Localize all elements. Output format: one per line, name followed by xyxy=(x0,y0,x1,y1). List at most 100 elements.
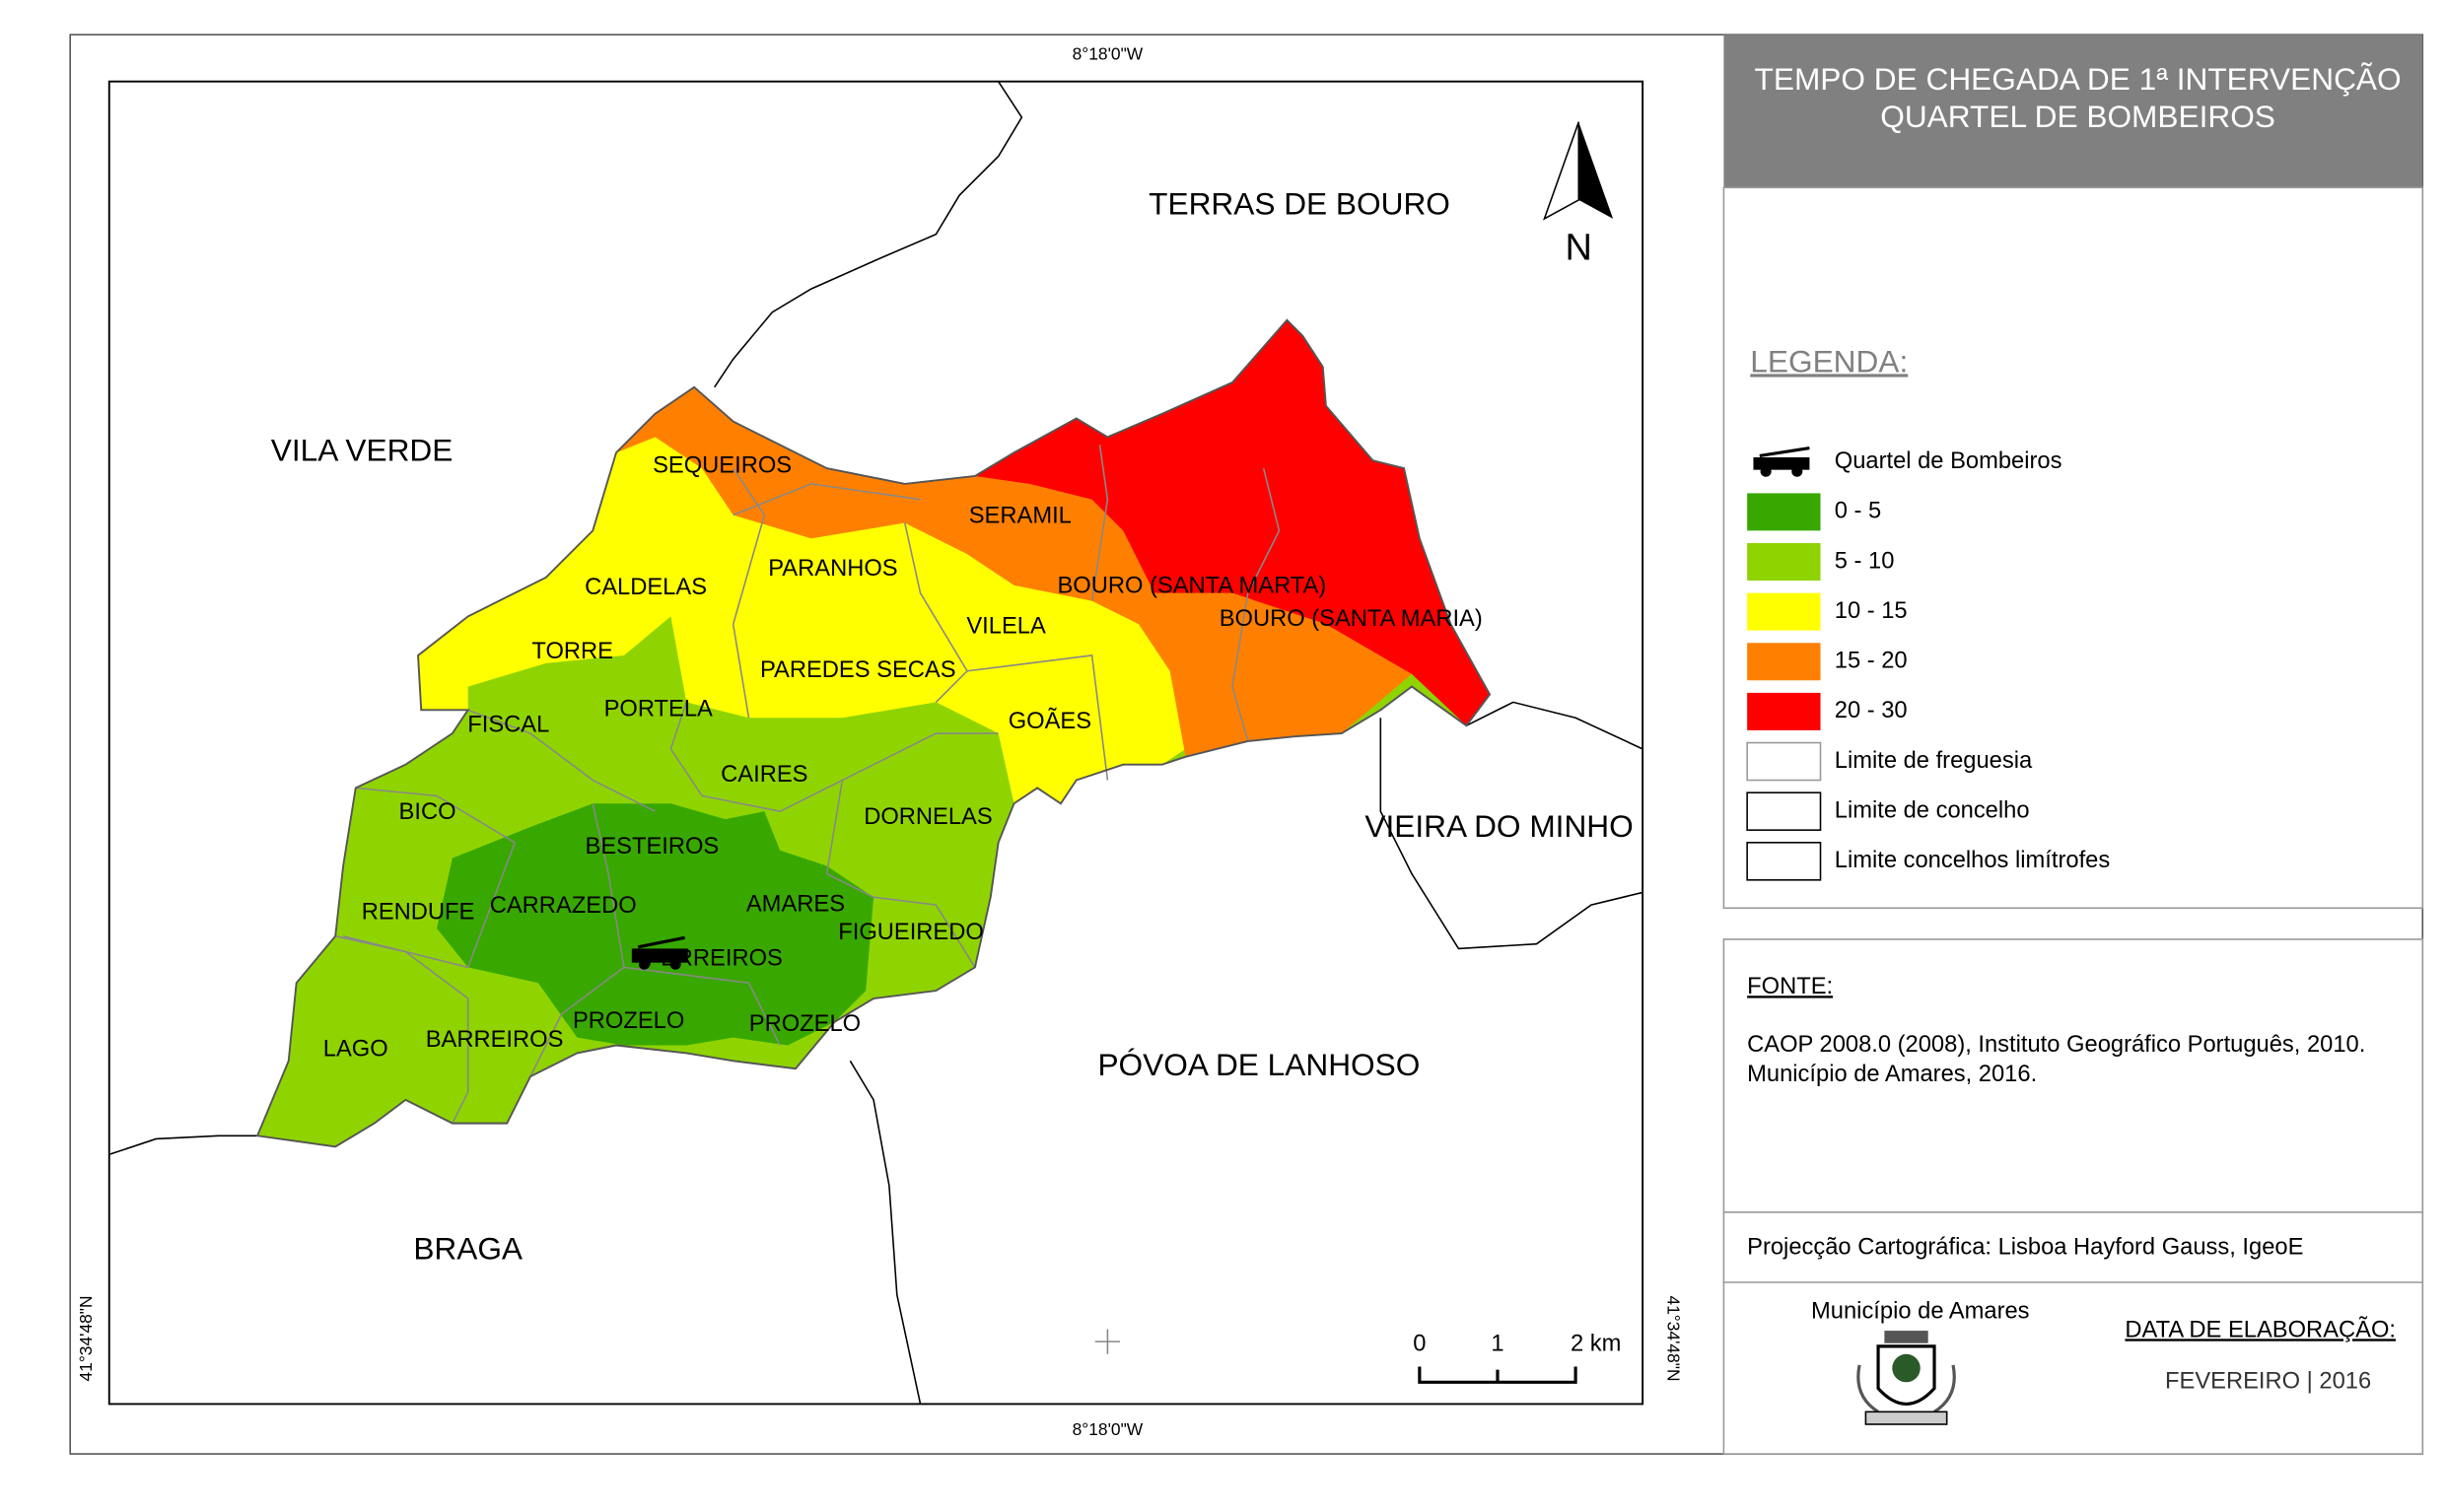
legend-label: 20 - 30 xyxy=(1835,698,1908,723)
parish-label: BARREIROS xyxy=(426,1027,564,1053)
neighbor-label: VIEIRA DO MINHO xyxy=(1364,808,1633,844)
legend-icon xyxy=(1753,446,1810,477)
date: FEVEREIRO | 2016 xyxy=(2165,1369,2371,1395)
coord-label: 41°34'48"N xyxy=(1664,1295,1684,1381)
info-box xyxy=(1722,938,2424,1455)
coord-label: 8°18'0"W xyxy=(1073,1419,1144,1439)
scale-label: 2 km xyxy=(1571,1332,1621,1357)
parish-label: BOURO (SANTA MARTA) xyxy=(1057,574,1326,599)
legend-title: LEGENDA: xyxy=(1750,343,1908,378)
neighbor-boundaries xyxy=(108,81,1643,1405)
parish-label: SEQUEIROS xyxy=(653,453,792,479)
legend-label: 0 - 5 xyxy=(1835,499,1881,524)
parish-label: PARANHOS xyxy=(768,556,897,582)
parish-line xyxy=(335,934,469,1124)
legend-label: Limite de freguesia xyxy=(1835,748,2033,774)
parish-label: BOURO (SANTA MARIA) xyxy=(1220,606,1483,632)
legend-label: Limite concelhos limítrofes xyxy=(1835,848,2110,873)
source-title: FONTE: xyxy=(1747,974,1833,999)
boundary-line xyxy=(1465,701,1643,750)
parish-label: FERREIROS xyxy=(646,946,782,972)
boundary-line xyxy=(714,81,1023,388)
boundary-line xyxy=(1379,718,1643,950)
source-line: Município de Amares, 2016. xyxy=(1747,1062,2037,1087)
legend-swatch xyxy=(1747,493,1821,531)
panel-title: TEMPO DE CHEGADA DE 1ª INTERVENÇÃO xyxy=(1755,61,2402,97)
parish-label: LAGO xyxy=(323,1037,388,1063)
legend-swatch xyxy=(1746,741,1822,782)
zone-0-5 xyxy=(437,803,874,1046)
coat-of-arms xyxy=(1856,1331,1956,1425)
graticule-cross xyxy=(1094,1329,1121,1354)
boundary-line xyxy=(108,1134,258,1156)
parish-line xyxy=(1090,445,1109,601)
panel-title: QUARTEL DE BOMBEIROS xyxy=(1880,99,2275,134)
parish-label: SERAMIL xyxy=(969,503,1072,528)
parish-label: GOÃES xyxy=(1009,708,1091,734)
legend-label: Limite de concelho xyxy=(1835,797,2030,823)
parish-line xyxy=(903,522,969,703)
scale-label: 0 xyxy=(1413,1332,1426,1357)
scale-bar xyxy=(1418,1366,1577,1384)
parish-line xyxy=(732,467,766,719)
legend-swatch xyxy=(1746,842,1822,881)
source-line: CAOP 2008.0 (2008), Instituto Geográfico… xyxy=(1747,1032,2365,1058)
parish-label: TORRE xyxy=(531,639,613,664)
parish-label: PORTELA xyxy=(604,697,713,722)
parish-label: PAREDES SECAS xyxy=(760,657,956,683)
parish-label: CAIRES xyxy=(721,762,807,788)
legend-label: 5 - 10 xyxy=(1835,548,1895,574)
legend-swatch xyxy=(1746,791,1822,831)
fire-station-marker xyxy=(631,935,688,970)
zone-10-15 xyxy=(418,437,1186,804)
boundary-line xyxy=(849,1060,922,1405)
icon-part xyxy=(1791,465,1803,477)
coord-label: 41°34'48"N xyxy=(76,1295,96,1381)
parish-label: BICO xyxy=(399,799,456,825)
zone-20-30 xyxy=(974,319,1491,726)
parish-line xyxy=(733,483,921,516)
legend-swatch xyxy=(1747,543,1821,581)
icon-part xyxy=(1759,446,1810,457)
parish-line xyxy=(1231,467,1281,742)
parish-label: CALDELAS xyxy=(585,575,707,600)
concelho-boundary xyxy=(255,318,1492,1148)
neighbor-label: PÓVOA DE LANHOSO xyxy=(1097,1047,1420,1082)
legend-swatch xyxy=(1747,692,1821,730)
municipality: Município de Amares xyxy=(1811,1298,2029,1324)
scale-label: 1 xyxy=(1491,1332,1503,1357)
neighbor-label: BRAGA xyxy=(413,1231,524,1267)
icon-part xyxy=(1760,465,1772,477)
parish-line xyxy=(342,787,517,969)
parish-label: FISCAL xyxy=(467,712,549,737)
legend-label: 10 - 15 xyxy=(1835,598,1908,624)
parish-line xyxy=(623,966,781,1046)
legend-swatch xyxy=(1747,643,1821,681)
zone-15-20 xyxy=(615,386,1412,757)
parish-label: VILELA xyxy=(966,614,1046,640)
parish-label: CARRAZEDO xyxy=(490,893,637,919)
north-label: N xyxy=(1566,228,1592,269)
parish-boundaries xyxy=(335,445,1281,1124)
parish-line xyxy=(669,702,999,812)
parish-line xyxy=(966,654,1109,781)
legend-label: Quartel de Bombeiros xyxy=(1835,448,2062,474)
parish-label: DORNELAS xyxy=(864,804,993,830)
neighbor-label: VILA VERDE xyxy=(271,433,454,468)
parish-label: FIGUEIREDO xyxy=(838,920,984,945)
parish-label: AMARES xyxy=(746,891,845,917)
legend-box xyxy=(1722,186,2424,910)
date-title: DATA DE ELABORAÇÃO: xyxy=(2125,1316,2396,1342)
projection: Projecção Cartográfica: Lisboa Hayford G… xyxy=(1747,1234,2303,1260)
neighbor-label: TERRAS DE BOURO xyxy=(1149,186,1450,222)
legend-label: 15 - 20 xyxy=(1835,649,1908,674)
parish-label: BESTEIROS xyxy=(586,834,720,859)
title-box xyxy=(1723,34,2423,188)
parish-label: RENDUFE xyxy=(362,899,475,925)
legend-swatch xyxy=(1747,592,1821,631)
parish-line xyxy=(825,780,976,968)
parish-label: PROZELO xyxy=(573,1008,684,1034)
parish-line xyxy=(467,709,656,812)
parish-label: PROZELO xyxy=(749,1011,861,1037)
